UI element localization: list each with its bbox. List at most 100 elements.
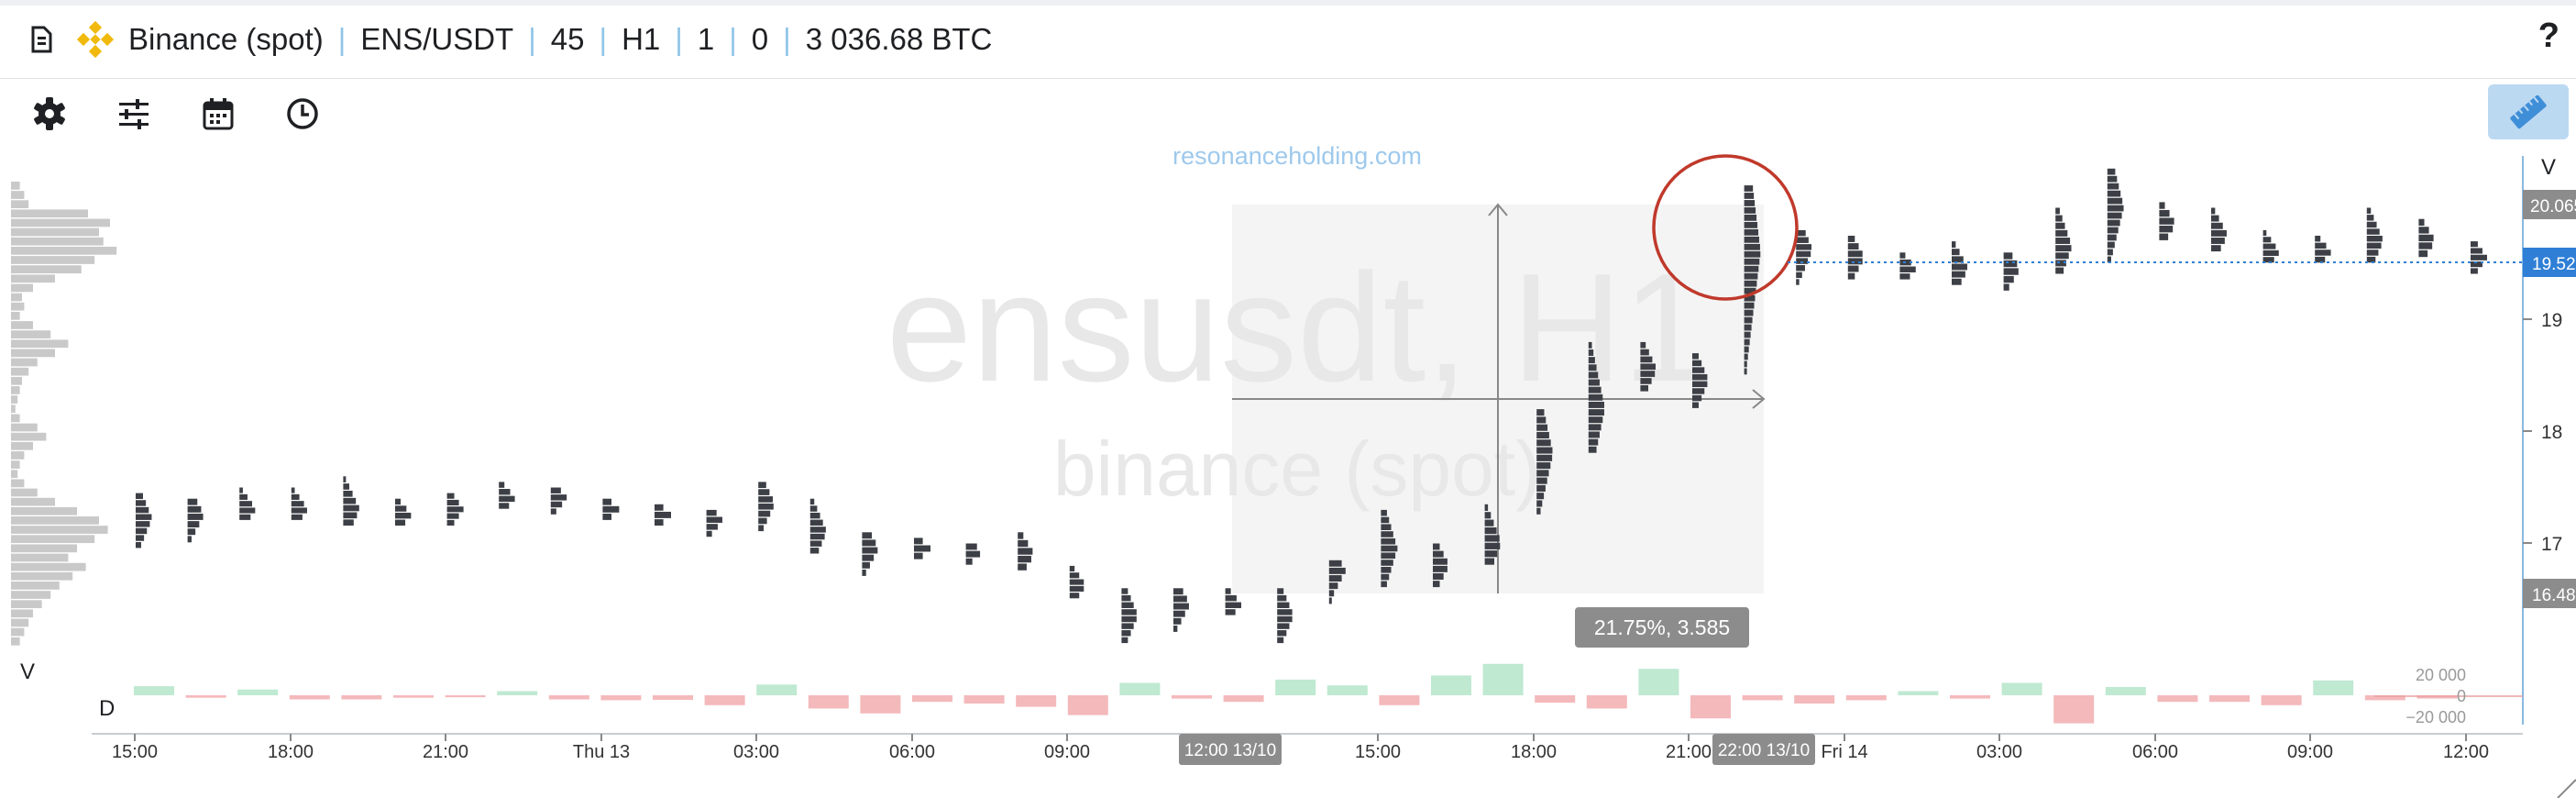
param3-label[interactable]: 0 — [751, 21, 769, 56]
footprint-level — [1847, 265, 1859, 272]
gear-icon[interactable] — [31, 95, 68, 132]
footprint-candle[interactable] — [1536, 409, 1553, 515]
footprint-candle[interactable] — [291, 487, 307, 520]
footprint-level — [1484, 535, 1500, 542]
profile-bar — [11, 274, 55, 283]
footprint-level — [1640, 341, 1646, 349]
footprint-candle[interactable] — [446, 493, 464, 526]
footprint-candle[interactable] — [758, 482, 774, 532]
sliders-icon[interactable] — [116, 95, 152, 132]
footprint-candle[interactable] — [2159, 202, 2174, 240]
footprint-level — [1899, 273, 1910, 280]
footprint-level — [1588, 349, 1594, 356]
footprint-candle[interactable] — [1847, 236, 1863, 280]
footprint-level — [2107, 256, 2111, 263]
separator: | — [675, 21, 683, 56]
timeframe-label[interactable]: H1 — [622, 21, 661, 56]
footprint-candle[interactable] — [239, 487, 256, 520]
footprint-level — [1433, 565, 1448, 572]
footprint-candle[interactable] — [1225, 588, 1241, 615]
footprint-candle[interactable] — [2107, 168, 2124, 263]
footprint-candle[interactable] — [2418, 218, 2434, 258]
footprint-level — [809, 519, 823, 526]
footprint-candle[interactable] — [1796, 229, 1812, 285]
footprint-candle[interactable] — [1381, 509, 1398, 588]
footprint-level — [239, 507, 256, 514]
separator: | — [528, 21, 536, 56]
footprint-candle[interactable] — [1744, 185, 1761, 375]
footprint-level — [1121, 609, 1137, 615]
footprint-level — [1744, 324, 1752, 331]
resize-handle[interactable] — [2557, 779, 2576, 798]
footprint-level — [1536, 454, 1553, 461]
footprint-level — [1744, 338, 1750, 346]
footprint-level — [1744, 243, 1760, 250]
volume-tick: 20 000 — [2416, 666, 2466, 684]
footprint-level — [1744, 368, 1747, 375]
footprint-candle[interactable] — [862, 532, 878, 576]
footprint-candle[interactable] — [655, 504, 671, 526]
footprint-level — [1069, 572, 1080, 579]
watermark-symbol: ensusdt, H1 — [886, 241, 1709, 414]
price-badge-low — [2523, 579, 2576, 608]
price-badge-current-text: 19.52 — [2532, 255, 2576, 274]
footprint-level — [706, 524, 718, 530]
footprint-candle[interactable] — [914, 538, 930, 560]
time-label: Thu 13 — [573, 742, 630, 762]
highlight-circle — [1652, 154, 1799, 301]
document-icon[interactable] — [28, 26, 55, 53]
footprint-level — [1173, 603, 1189, 610]
footprint-level — [136, 541, 141, 549]
param2-label[interactable]: 1 — [697, 21, 715, 56]
footprint-level — [1536, 507, 1541, 515]
ruler-button[interactable] — [2488, 84, 2569, 139]
footprint-level — [2471, 254, 2487, 260]
footprint-candle[interactable] — [343, 476, 359, 526]
delta-bar — [2209, 695, 2250, 703]
footprint-candle[interactable] — [2315, 236, 2331, 263]
clock-icon[interactable] — [284, 95, 321, 132]
help-button[interactable]: ? — [2537, 17, 2559, 55]
footprint-candle[interactable] — [1433, 543, 1448, 588]
footprint-candle[interactable] — [1121, 588, 1137, 644]
footprint-candle[interactable] — [1328, 560, 1346, 604]
footprint-candle[interactable] — [1173, 588, 1189, 632]
footprint-candle[interactable] — [1069, 565, 1084, 599]
footprint-level — [1744, 200, 1756, 206]
measure-arrow-up — [1488, 203, 1508, 216]
exchange-label[interactable]: Binance (spot) — [128, 21, 324, 56]
footprint-candle[interactable] — [1018, 532, 1033, 571]
footprint-candle[interactable] — [706, 509, 722, 538]
footprint-candle[interactable] — [1277, 588, 1293, 644]
param1-label[interactable]: 45 — [550, 21, 585, 56]
footprint-candle[interactable] — [550, 487, 567, 515]
footprint-candle[interactable] — [1588, 341, 1604, 453]
footprint-candle[interactable] — [2211, 207, 2227, 252]
delta-bar — [1535, 695, 1576, 704]
footprint-candle[interactable] — [809, 498, 826, 554]
footprint-candle[interactable] — [187, 498, 204, 543]
footprint-candle[interactable] — [395, 498, 412, 526]
calendar-icon[interactable] — [200, 95, 237, 132]
chart-area[interactable]: resonanceholding.com ensusdt, H1 binance… — [0, 138, 2576, 798]
footprint-level — [1381, 531, 1393, 538]
footprint-candle[interactable] — [2055, 207, 2072, 274]
footprint-candle[interactable] — [1484, 504, 1501, 565]
pair-label[interactable]: ENS/USDT — [360, 21, 514, 56]
footprint-candle[interactable] — [2366, 207, 2383, 263]
footprint-candle[interactable] — [1952, 241, 1967, 285]
delta-bar — [1845, 695, 1887, 701]
footprint-candle[interactable] — [2471, 241, 2487, 274]
footprint-candle[interactable] — [602, 498, 620, 520]
footprint-candle[interactable] — [2262, 229, 2279, 263]
footprint-candle[interactable] — [2003, 252, 2019, 291]
footprint-level — [1588, 409, 1604, 416]
footprint-candle[interactable] — [1899, 252, 1916, 280]
footprint-candle[interactable] — [499, 482, 515, 509]
footprint-candle[interactable] — [136, 493, 152, 549]
footprint-candle[interactable] — [1692, 353, 1708, 408]
footprint-level — [2107, 227, 2119, 234]
footprint-candle[interactable] — [965, 543, 981, 565]
time-label: 21:00 — [423, 742, 468, 762]
footprint-candle[interactable] — [1640, 341, 1656, 392]
